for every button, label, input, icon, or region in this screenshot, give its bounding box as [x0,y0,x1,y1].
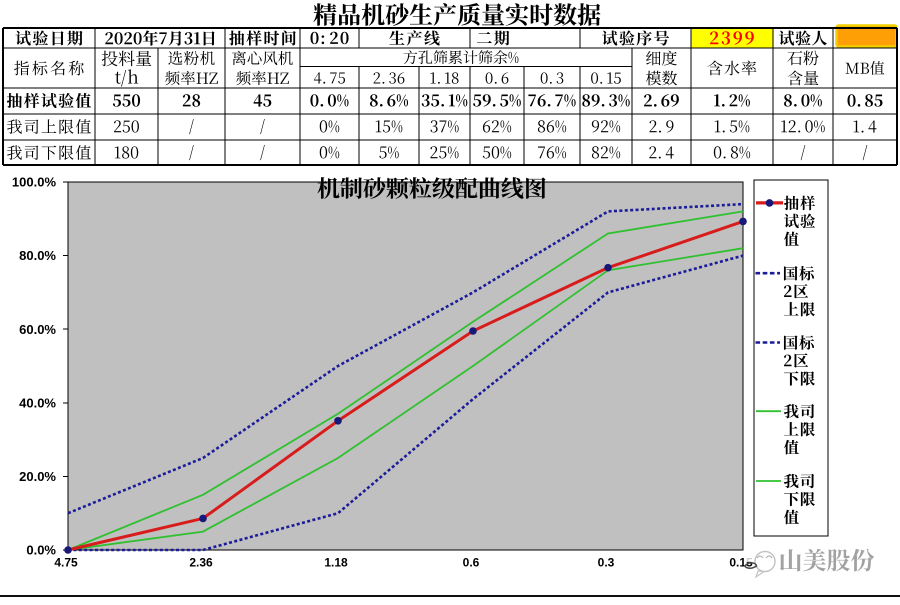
svg-text:0.6: 0.6 [463,556,480,570]
svg-text:100.0%: 100.0% [12,175,57,190]
svg-text:80.0%: 80.0% [19,248,56,263]
svg-text:2.36: 2.36 [189,556,213,570]
svg-text:0.0%: 0.0% [26,543,56,558]
svg-text:4.75: 4.75 [54,556,78,570]
svg-text:60.0%: 60.0% [19,322,56,337]
svg-text:1.18: 1.18 [324,556,348,570]
svg-text:40.0%: 40.0% [19,395,56,410]
svg-text:20.0%: 20.0% [19,469,56,484]
svg-text:0.3: 0.3 [598,556,615,570]
